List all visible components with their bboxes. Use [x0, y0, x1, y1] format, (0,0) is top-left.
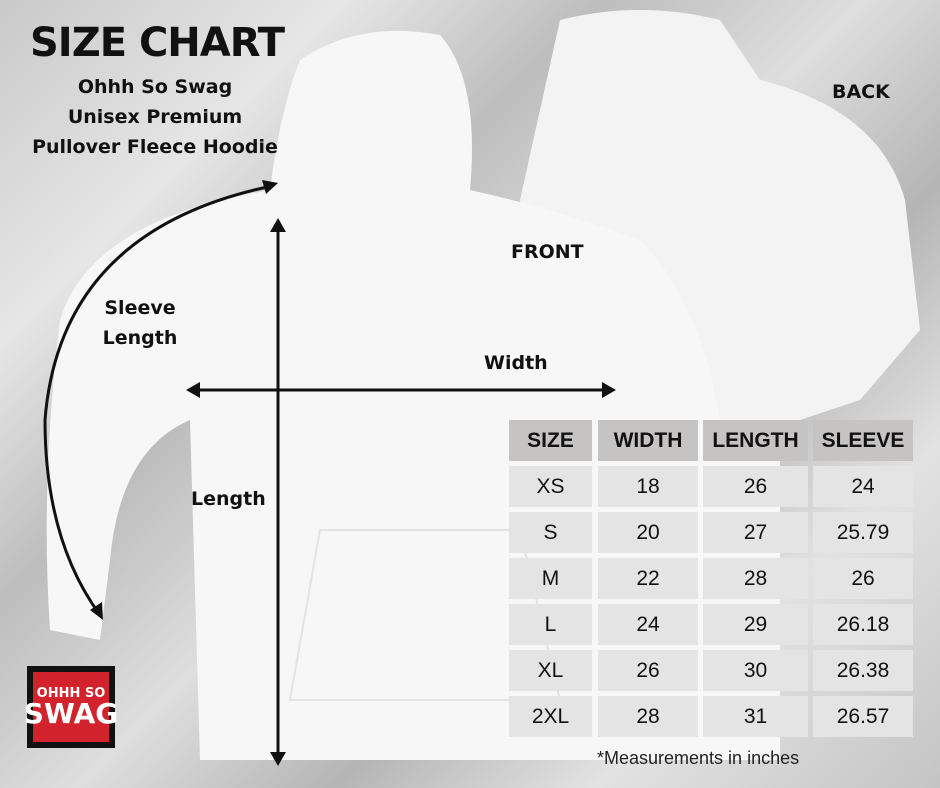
table-cell: 29 — [703, 604, 808, 645]
table-cell: 26 — [813, 558, 913, 599]
table-cell: 20 — [598, 512, 698, 553]
table-cell: 18 — [598, 466, 698, 507]
table-cell: 26 — [703, 466, 808, 507]
column-header: WIDTH — [598, 420, 698, 461]
table-cell: 25.79 — [813, 512, 913, 553]
table-cell: S — [509, 512, 592, 553]
table-cell: M — [509, 558, 592, 599]
width-arrow-head-left — [186, 382, 200, 398]
table-cell: 24 — [598, 604, 698, 645]
subtitle-line: Pullover Fleece Hoodie — [32, 136, 278, 158]
sleeve-label: Sleeve — [104, 297, 176, 319]
table-cell: 27 — [703, 512, 808, 553]
subtitle-line: Unisex Premium — [67, 106, 243, 128]
width-label: Width — [484, 352, 548, 374]
table-cell: XL — [509, 650, 592, 691]
table-cell: 28 — [703, 558, 808, 599]
table-cell: 30 — [703, 650, 808, 691]
table-cell: XS — [509, 466, 592, 507]
table-cell: 31 — [703, 696, 808, 737]
sleeve-arrow — [43, 184, 273, 616]
page-title: SIZE CHART — [30, 20, 285, 66]
table-cell: 2XL — [509, 696, 592, 737]
hoodie-front — [46, 30, 780, 760]
table-cell: 26.38 — [813, 650, 913, 691]
measurement-note: *Measurements in inches — [597, 748, 800, 768]
table-cell: L — [509, 604, 592, 645]
sleeve-arrow-head-bottom — [90, 602, 103, 620]
length-arrow-head-top — [270, 218, 286, 232]
table-cell: 26 — [598, 650, 698, 691]
brand-logo: OHHH SO SWAG — [24, 672, 118, 742]
length-arrow-head-bottom — [270, 752, 286, 766]
subtitle-line: Ohhh So Swag — [77, 76, 233, 98]
column-header: LENGTH — [703, 420, 808, 461]
logo-text: SWAG — [23, 696, 119, 730]
table-cell: 26.18 — [813, 604, 913, 645]
length-label: Length — [191, 488, 266, 510]
back-label: BACK — [832, 81, 890, 103]
table-cell: 22 — [598, 558, 698, 599]
logo-text: OHHH SO — [36, 685, 106, 701]
front-label: FRONT — [511, 241, 584, 263]
table-cell: 28 — [598, 696, 698, 737]
table-cell: 26.57 — [813, 696, 913, 737]
sleeve-label: Length — [102, 327, 178, 349]
column-header: SLEEVE — [813, 420, 913, 461]
width-arrow-head-right — [602, 382, 616, 398]
sleeve-arrow-head-top — [262, 180, 278, 194]
table-cell: 24 — [813, 466, 913, 507]
column-header: SIZE — [509, 420, 592, 461]
